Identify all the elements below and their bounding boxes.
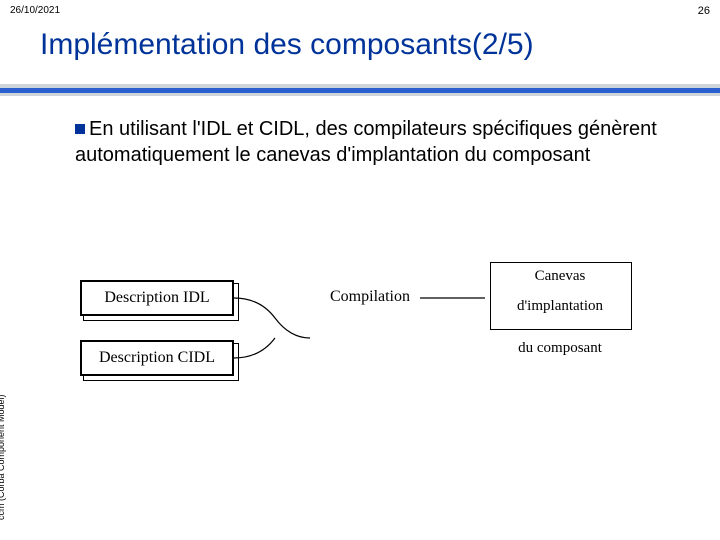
connector-lines: [0, 0, 720, 540]
side-caption: ccm (Corba Component Model): [0, 394, 6, 520]
